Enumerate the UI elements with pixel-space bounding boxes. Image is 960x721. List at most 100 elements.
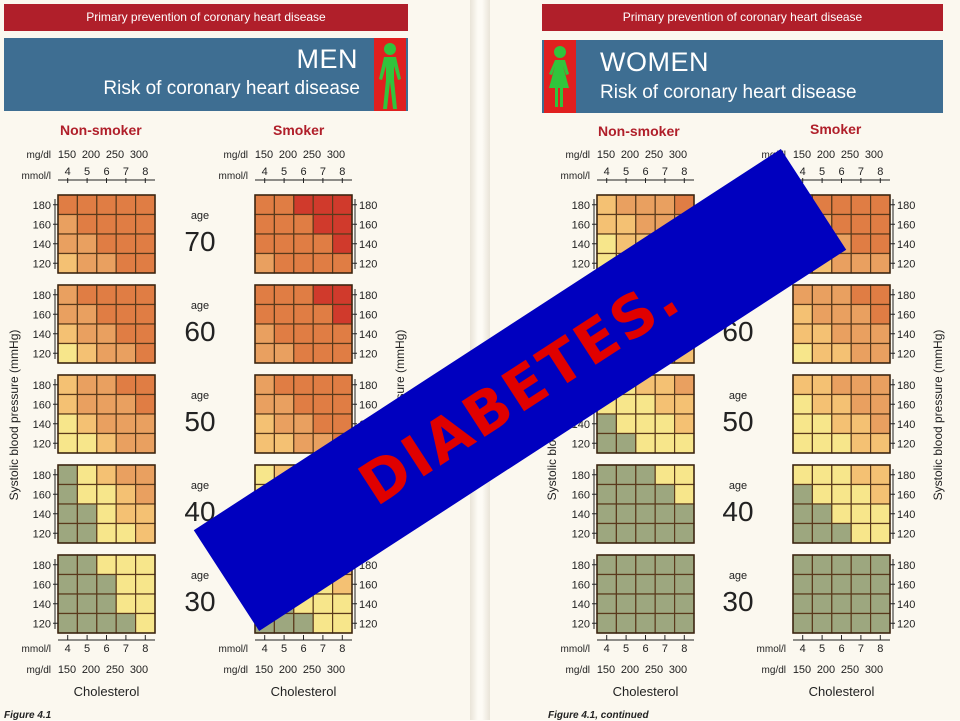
panel-border [792,284,891,364]
age-value: 70 [184,226,215,257]
risk-cell [850,284,872,306]
risk-cell [57,593,78,615]
risk-cell [76,554,98,576]
mmol-tick-label: 4 [604,166,610,178]
risk-cell [115,593,137,615]
risk-cell [293,393,314,415]
risk-cell [76,522,98,544]
bp-tick-label: 120 [359,348,377,360]
risk-cell [596,413,617,435]
risk-cell [850,503,872,525]
risk-cell [332,342,353,364]
age-value: 50 [722,406,753,437]
risk-cell [635,554,656,576]
risk-cell [115,432,137,454]
mgdl-label: mg/dl [27,150,51,161]
mmol-tick-label: 7 [320,166,326,178]
mgdl-tick-label: 300 [669,149,687,161]
age-word: age [729,390,747,402]
risk-cell [96,233,117,255]
mgdl-tick-label: 250 [841,664,859,676]
women-nonsmoker-heading: Non-smoker [598,123,680,139]
risk-cell [831,593,852,615]
risk-cell [792,464,813,486]
bp-tick-label: 140 [897,239,915,251]
bp-tick-label: 180 [572,560,590,572]
bp-tick-label: 180 [897,470,915,482]
mmol-tick-label: 6 [103,166,109,178]
mgdl-tick-label: 300 [865,664,883,676]
risk-cell [831,284,852,306]
bp-tick-label: 140 [572,239,590,251]
risk-cell [673,593,695,615]
risk-cell [635,573,656,595]
risk-cell [135,233,156,255]
risk-cell [135,413,156,435]
risk-cell [312,284,334,306]
risk-cell [135,503,156,525]
mmol-tick-label: 8 [877,643,883,655]
bp-tick-label: 180 [359,290,377,302]
age-word: age [191,210,209,222]
risk-cell [96,593,117,615]
risk-cell [850,593,872,615]
risk-cell [96,323,117,345]
risk-cell [115,374,137,396]
mmol-tick-label: 8 [142,166,148,178]
risk-cell [135,252,156,274]
risk-cell [615,213,637,235]
mmol-tick-label: 8 [681,643,687,655]
bp-tick-label: 140 [33,419,51,431]
mgdl-tick-label: 150 [793,664,811,676]
mmol-tick-label: 8 [339,166,345,178]
mmol-tick-label: 6 [838,166,844,178]
bp-tick-label: 180 [897,290,915,302]
risk-cell [811,573,833,595]
risk-cell [673,522,695,544]
risk-cell [312,593,334,615]
risk-cell [76,464,98,486]
mmol-tick-label: 6 [642,643,648,655]
age-word: age [191,570,209,582]
risk-cell [115,252,137,274]
risk-cell [811,413,833,435]
risk-cell [673,413,695,435]
risk-cell [293,612,314,634]
risk-cell [135,612,156,634]
risk-cell [635,194,656,216]
bp-tick-label: 120 [359,258,377,270]
risk-cell [115,194,137,216]
woman-figure-icon [544,40,576,113]
risk-cell [115,342,137,364]
risk-cell [57,464,78,486]
risk-cell [792,303,813,325]
mgdl-tick-label: 200 [279,149,297,161]
risk-cell [792,593,813,615]
bp-tick-label: 180 [359,200,377,212]
risk-cell [596,233,617,255]
risk-cell [76,303,98,325]
risk-cell [792,432,813,454]
mgdl-label: mg/dl [566,665,590,676]
risk-cell [615,554,637,576]
risk-cell [115,413,137,435]
panel-border [57,464,156,544]
risk-cell [596,612,617,634]
risk-cell [254,252,275,274]
risk-cell [115,393,137,415]
panel-border [254,284,353,364]
risk-cell [293,194,314,216]
risk-cell [831,323,852,345]
risk-cell [831,303,852,325]
risk-cell [811,374,833,396]
risk-cell [115,233,137,255]
mmol-tick-label: 6 [103,643,109,655]
risk-cell [635,432,656,454]
risk-cell [869,303,891,325]
risk-cell [57,554,78,576]
risk-cell [254,213,275,235]
risk-cell [654,374,676,396]
bp-tick-label: 160 [359,579,377,591]
bp-tick-label: 120 [33,528,51,540]
risk-cell [869,483,891,505]
